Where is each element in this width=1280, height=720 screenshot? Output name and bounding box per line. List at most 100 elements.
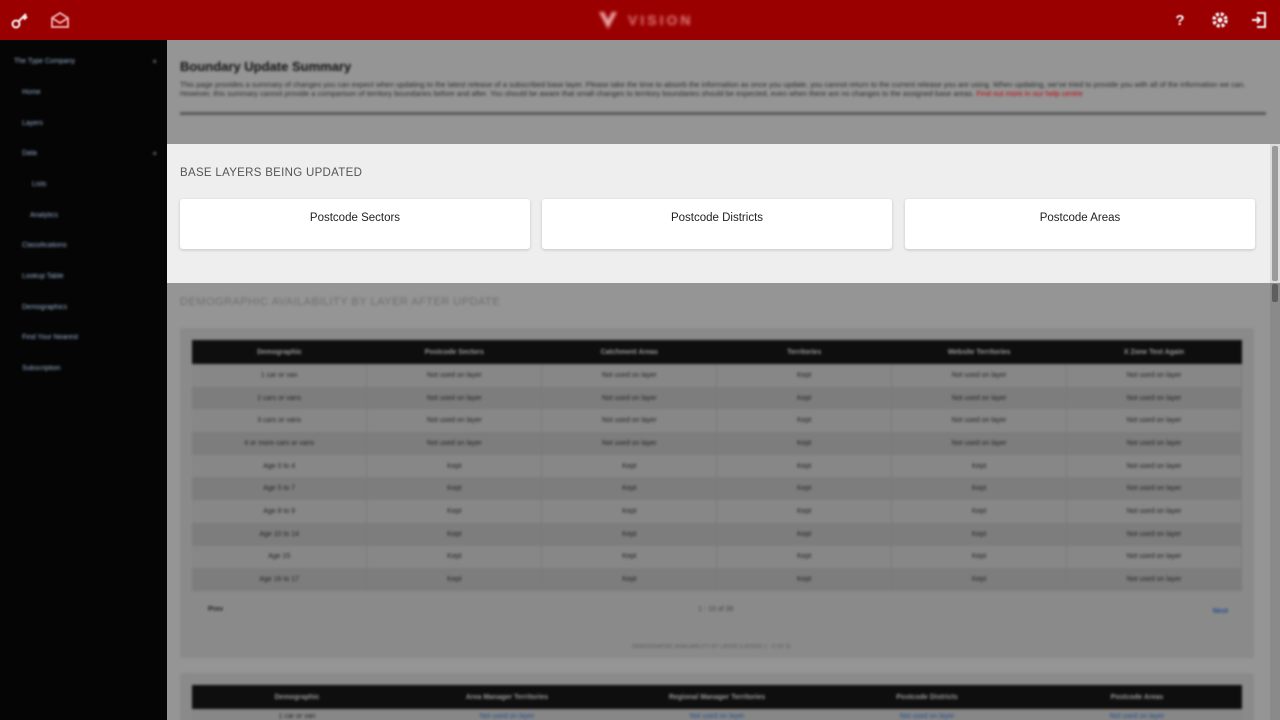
availability-cell: Kept bbox=[716, 477, 893, 501]
sidebar-item-find-nearest[interactable]: Find Your Nearest bbox=[22, 333, 79, 341]
availability-cell: Kept bbox=[541, 522, 718, 546]
page-scrollbar[interactable] bbox=[1270, 283, 1280, 720]
table-cell: Not used on layer bbox=[1032, 709, 1242, 720]
mail-icon[interactable] bbox=[48, 8, 72, 32]
availability-cell: Not used on layer bbox=[1066, 454, 1242, 478]
availability-cell: Kept bbox=[891, 545, 1068, 569]
availability-cell: Kept bbox=[716, 500, 893, 523]
sidebar-item-demographics[interactable]: Demographics bbox=[22, 303, 68, 311]
table-header-row: Demographic Postcode Sectors Catchment A… bbox=[192, 340, 1242, 364]
column-header[interactable]: Demographic bbox=[192, 340, 367, 364]
logout-icon[interactable] bbox=[1247, 8, 1271, 32]
column-header[interactable]: X Zone Test Again bbox=[1066, 340, 1242, 364]
availability-cell: Not used on layer bbox=[366, 364, 543, 387]
sidebar-item-data[interactable]: Data + bbox=[22, 148, 157, 158]
availability-cell: Not used on layer bbox=[541, 432, 718, 455]
layer-card-postcode-sectors[interactable]: Postcode Sectors bbox=[180, 199, 530, 249]
column-header[interactable]: Regional Manager Territories bbox=[612, 685, 822, 709]
demographic-name-cell: 4 or more cars or vans bbox=[192, 432, 368, 455]
availability-cell: Not used on layer bbox=[541, 386, 718, 410]
base-layers-title: BASE LAYERS BEING UPDATED bbox=[180, 167, 363, 179]
page-title: Boundary Update Summary bbox=[180, 59, 352, 74]
table-row: 2 cars or vans Not used on layer Not used … bbox=[192, 386, 1242, 410]
layer-card-postcode-districts[interactable]: Postcode Districts bbox=[542, 199, 892, 249]
page-count: 1 - 10 of 39 bbox=[698, 606, 734, 613]
availability-cell: Kept bbox=[541, 545, 718, 569]
availability-cell: Kept bbox=[366, 500, 543, 523]
column-header[interactable]: Demographic bbox=[192, 685, 402, 709]
column-header[interactable]: Territories bbox=[716, 340, 892, 364]
availability-cell: Kept bbox=[541, 568, 718, 591]
brand-name: VISION bbox=[628, 12, 694, 28]
sidebar-item-subscription[interactable]: Subscription bbox=[22, 364, 61, 372]
demographic-table-2: Demographic Area Manager Territories Reg… bbox=[192, 685, 1242, 720]
demographic-table-card: Demographic Postcode Sectors Catchment A… bbox=[180, 328, 1254, 658]
availability-cell: Kept bbox=[541, 500, 718, 523]
help-icon[interactable]: ? bbox=[1175, 11, 1185, 29]
column-header[interactable]: Postcode Areas bbox=[1032, 685, 1242, 709]
column-header[interactable]: Area Manager Territories bbox=[402, 685, 612, 709]
table-cell: Not used on layer bbox=[612, 709, 822, 720]
availability-cell: Kept bbox=[891, 568, 1068, 591]
page-scrollbar-thumb[interactable] bbox=[1272, 284, 1278, 302]
layer-card-postcode-areas[interactable]: Postcode Areas bbox=[905, 199, 1255, 249]
availability-cell: Not used on layer bbox=[891, 409, 1068, 433]
sidebar-item-lookup-table[interactable]: Lookup Table bbox=[22, 272, 64, 280]
top-bar: VISION ? bbox=[0, 0, 1280, 40]
scrollbar-thumb[interactable] bbox=[1272, 146, 1278, 281]
availability-cell: Kept bbox=[716, 568, 893, 591]
demographic-name-cell: Age 15 bbox=[192, 545, 368, 569]
demographic-name-cell: Age 5 to 7 bbox=[192, 477, 368, 501]
help-centre-link[interactable]: Find out more in our help centre bbox=[976, 89, 1083, 98]
sidebar-item-company[interactable]: The Type Company + bbox=[14, 56, 157, 66]
main-content: Boundary Update Summary This page provid… bbox=[167, 40, 1280, 720]
availability-cell: Kept bbox=[891, 454, 1068, 478]
availability-cell: Kept bbox=[716, 545, 893, 569]
base-layers-panel: BASE LAYERS BEING UPDATED Postcode Secto… bbox=[167, 144, 1270, 283]
settings-icon[interactable] bbox=[1208, 8, 1232, 32]
availability-cell: Kept bbox=[541, 477, 718, 501]
availability-cell: Kept bbox=[716, 386, 893, 410]
table-row: 1 car or van Not used on layer Not used … bbox=[192, 709, 1242, 720]
availability-cell: Kept bbox=[716, 409, 893, 433]
table-row: Age 5 to 7 Kept Kept Kept Kept Not used on la… bbox=[192, 477, 1242, 501]
sidebar-item-lists[interactable]: Lists bbox=[32, 180, 47, 188]
table-row: Age 8 to 9 Kept Kept Kept Kept Not used on la… bbox=[192, 500, 1242, 523]
availability-cell: Kept bbox=[891, 477, 1068, 501]
sidebar-item-classifications[interactable]: Classifications bbox=[22, 241, 67, 249]
brand-logo: VISION bbox=[598, 9, 693, 31]
column-header[interactable]: Catchment Areas bbox=[541, 340, 717, 364]
availability-cell: Not used on layer bbox=[891, 386, 1068, 410]
next-button[interactable]: Next bbox=[1212, 608, 1228, 615]
column-header[interactable]: Website Territories bbox=[891, 340, 1067, 364]
prev-button[interactable]: Prev bbox=[208, 606, 224, 613]
availability-cell: Kept bbox=[716, 522, 893, 546]
scrollbar[interactable] bbox=[1270, 144, 1280, 283]
availability-cell: Not used on layer bbox=[1066, 432, 1242, 455]
expand-icon[interactable]: + bbox=[152, 56, 157, 66]
availability-cell: Kept bbox=[891, 500, 1068, 523]
availability-cell: Not used on layer bbox=[541, 409, 718, 433]
table-header-row: Demographic Area Manager Territories Reg… bbox=[192, 685, 1242, 709]
divider bbox=[180, 112, 1266, 115]
sidebar-item-home[interactable]: Home bbox=[22, 88, 41, 96]
demographic-section-title: DEMOGRAPHIC AVAILABILITY BY LAYER AFTER … bbox=[180, 296, 501, 308]
availability-cell: Kept bbox=[541, 454, 718, 478]
demographic-name-cell: Age 16 to 17 bbox=[192, 568, 368, 591]
column-header[interactable]: Postcode Sectors bbox=[366, 340, 542, 364]
expand-icon[interactable]: + bbox=[152, 148, 157, 158]
key-icon[interactable] bbox=[8, 8, 32, 32]
demographic-name-cell: Age 0 to 4 bbox=[192, 454, 368, 478]
table-row: Age 16 to 17 Kept Kept Kept Kept Not used on … bbox=[192, 568, 1242, 591]
availability-cell: Not used on layer bbox=[1066, 500, 1242, 523]
availability-cell: Not used on layer bbox=[1066, 409, 1242, 433]
availability-cell: Not used on layer bbox=[891, 364, 1068, 387]
sidebar-item-analytics[interactable]: Analytics bbox=[30, 211, 59, 219]
column-header[interactable]: Postcode Districts bbox=[822, 685, 1032, 709]
demographic-name-cell: Age 10 to 14 bbox=[192, 522, 368, 546]
availability-cell: Kept bbox=[366, 522, 543, 546]
sidebar-item-layers[interactable]: Layers bbox=[22, 119, 44, 127]
table-row: Age 0 to 4 Kept Kept Kept Kept Not used on la… bbox=[192, 454, 1242, 478]
availability-cell: Not used on layer bbox=[366, 386, 543, 410]
demographic-name-cell: 3 cars or vans bbox=[192, 409, 368, 433]
